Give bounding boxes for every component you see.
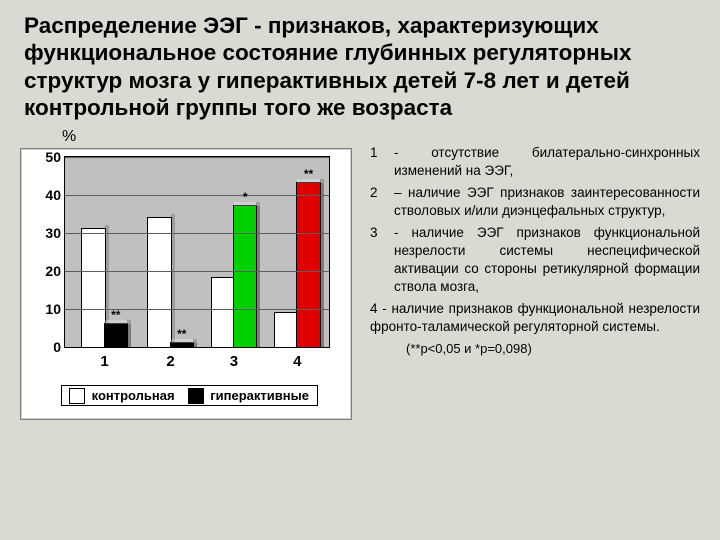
significance-marker: *	[233, 190, 257, 204]
note-number: 2	[370, 184, 394, 220]
x-tick-label: 1	[90, 353, 120, 370]
note-text: - отсутствие билатерально-синхронных изм…	[394, 144, 700, 180]
chart-column: % 01020304050 ******* 1234 контрольная г…	[14, 134, 354, 420]
note-number: 3	[370, 224, 394, 296]
gridline	[65, 233, 329, 234]
bar	[82, 229, 104, 347]
legend-swatch-hyper	[189, 389, 203, 403]
bar	[105, 324, 127, 347]
bars-area: *******	[65, 157, 329, 347]
note-number: 1	[370, 144, 394, 180]
y-unit-label: %	[62, 128, 76, 146]
chart-legend: контрольная гиперактивные	[61, 385, 318, 407]
gridline	[65, 271, 329, 272]
legend-entry: контрольная	[70, 388, 175, 404]
plot-area: *******	[65, 157, 329, 347]
y-tick-label: 20	[27, 263, 61, 279]
note-text: – наличие ЭЭГ признаков заинтересованнос…	[394, 184, 700, 220]
x-tick-label: 3	[219, 353, 249, 370]
x-axis-labels: 1 2 3 4	[65, 349, 329, 373]
title-block: Распределение ЭЭГ - признаков, характери…	[0, 0, 720, 128]
significance-marker: **	[297, 167, 321, 181]
y-tick-label: 50	[27, 149, 61, 165]
notes-list: 1 - отсутствие билатерально-синхронных и…	[370, 144, 700, 297]
legend-swatch-control	[70, 389, 84, 403]
note-item: 1 - отсутствие билатерально-синхронных и…	[370, 144, 700, 180]
significance-note: (**p<0,05 и *p=0,098)	[370, 341, 700, 356]
significance-marker: **	[170, 327, 194, 341]
note-item: 2 – наличие ЭЭГ признаков заинтересованн…	[370, 184, 700, 220]
significance-marker: **	[104, 308, 128, 322]
y-tick-label: 40	[27, 187, 61, 203]
bar	[171, 343, 193, 347]
y-tick-label: 30	[27, 225, 61, 241]
bar	[297, 183, 319, 346]
gridline	[65, 195, 329, 196]
y-axis: 01020304050	[21, 149, 65, 347]
chart-frame: 01020304050 ******* 1234 контрольная гип…	[20, 148, 352, 420]
y-tick-label: 0	[27, 339, 61, 355]
y-tick-label: 10	[27, 301, 61, 317]
bar	[234, 206, 256, 347]
x-tick-label: 4	[282, 353, 312, 370]
page-title: Распределение ЭЭГ - признаков, характери…	[24, 12, 696, 122]
bar	[212, 278, 234, 346]
legend-label-control: контрольная	[92, 388, 175, 403]
notes-column: 1 - отсутствие билатерально-синхронных и…	[370, 134, 706, 420]
content-row: % 01020304050 ******* 1234 контрольная г…	[0, 128, 720, 420]
legend-label-hyper: гиперактивные	[210, 388, 309, 403]
note-text: - наличие ЭЭГ признаков функциональной н…	[394, 224, 700, 296]
bar	[275, 313, 297, 347]
legend-entry: гиперактивные	[189, 388, 309, 404]
gridline	[65, 157, 329, 158]
note-item: 3 - наличие ЭЭГ признаков функциональной…	[370, 224, 700, 296]
x-tick-label: 2	[156, 353, 186, 370]
note-item-4: 4 - наличие признаков функциональной нез…	[370, 300, 700, 336]
bar	[148, 218, 170, 347]
